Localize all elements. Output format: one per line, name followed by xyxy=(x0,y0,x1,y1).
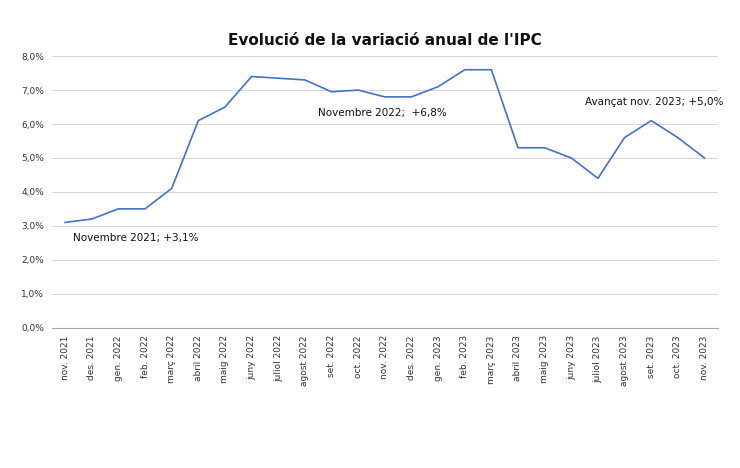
Title: Evolució de la variació anual de l'IPC: Evolució de la variació anual de l'IPC xyxy=(228,33,542,48)
Text: Avançat nov. 2023; +5,0%: Avançat nov. 2023; +5,0% xyxy=(585,97,723,107)
Text: Novembre 2021; +3,1%: Novembre 2021; +3,1% xyxy=(73,233,198,243)
Text: Novembre 2022;  +6,8%: Novembre 2022; +6,8% xyxy=(318,108,447,117)
